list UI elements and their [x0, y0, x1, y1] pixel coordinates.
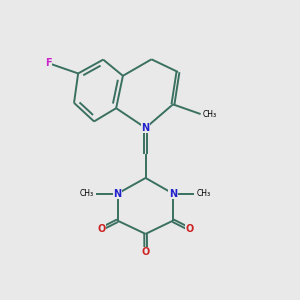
Text: CH₃: CH₃ — [196, 189, 211, 198]
Text: F: F — [45, 58, 52, 68]
Text: N: N — [142, 123, 150, 133]
Text: N: N — [113, 189, 122, 199]
Text: O: O — [142, 247, 150, 257]
Text: CH₃: CH₃ — [80, 189, 94, 198]
Text: CH₃: CH₃ — [203, 110, 217, 118]
Text: O: O — [185, 224, 194, 234]
Text: N: N — [169, 189, 177, 199]
Text: O: O — [97, 224, 105, 234]
